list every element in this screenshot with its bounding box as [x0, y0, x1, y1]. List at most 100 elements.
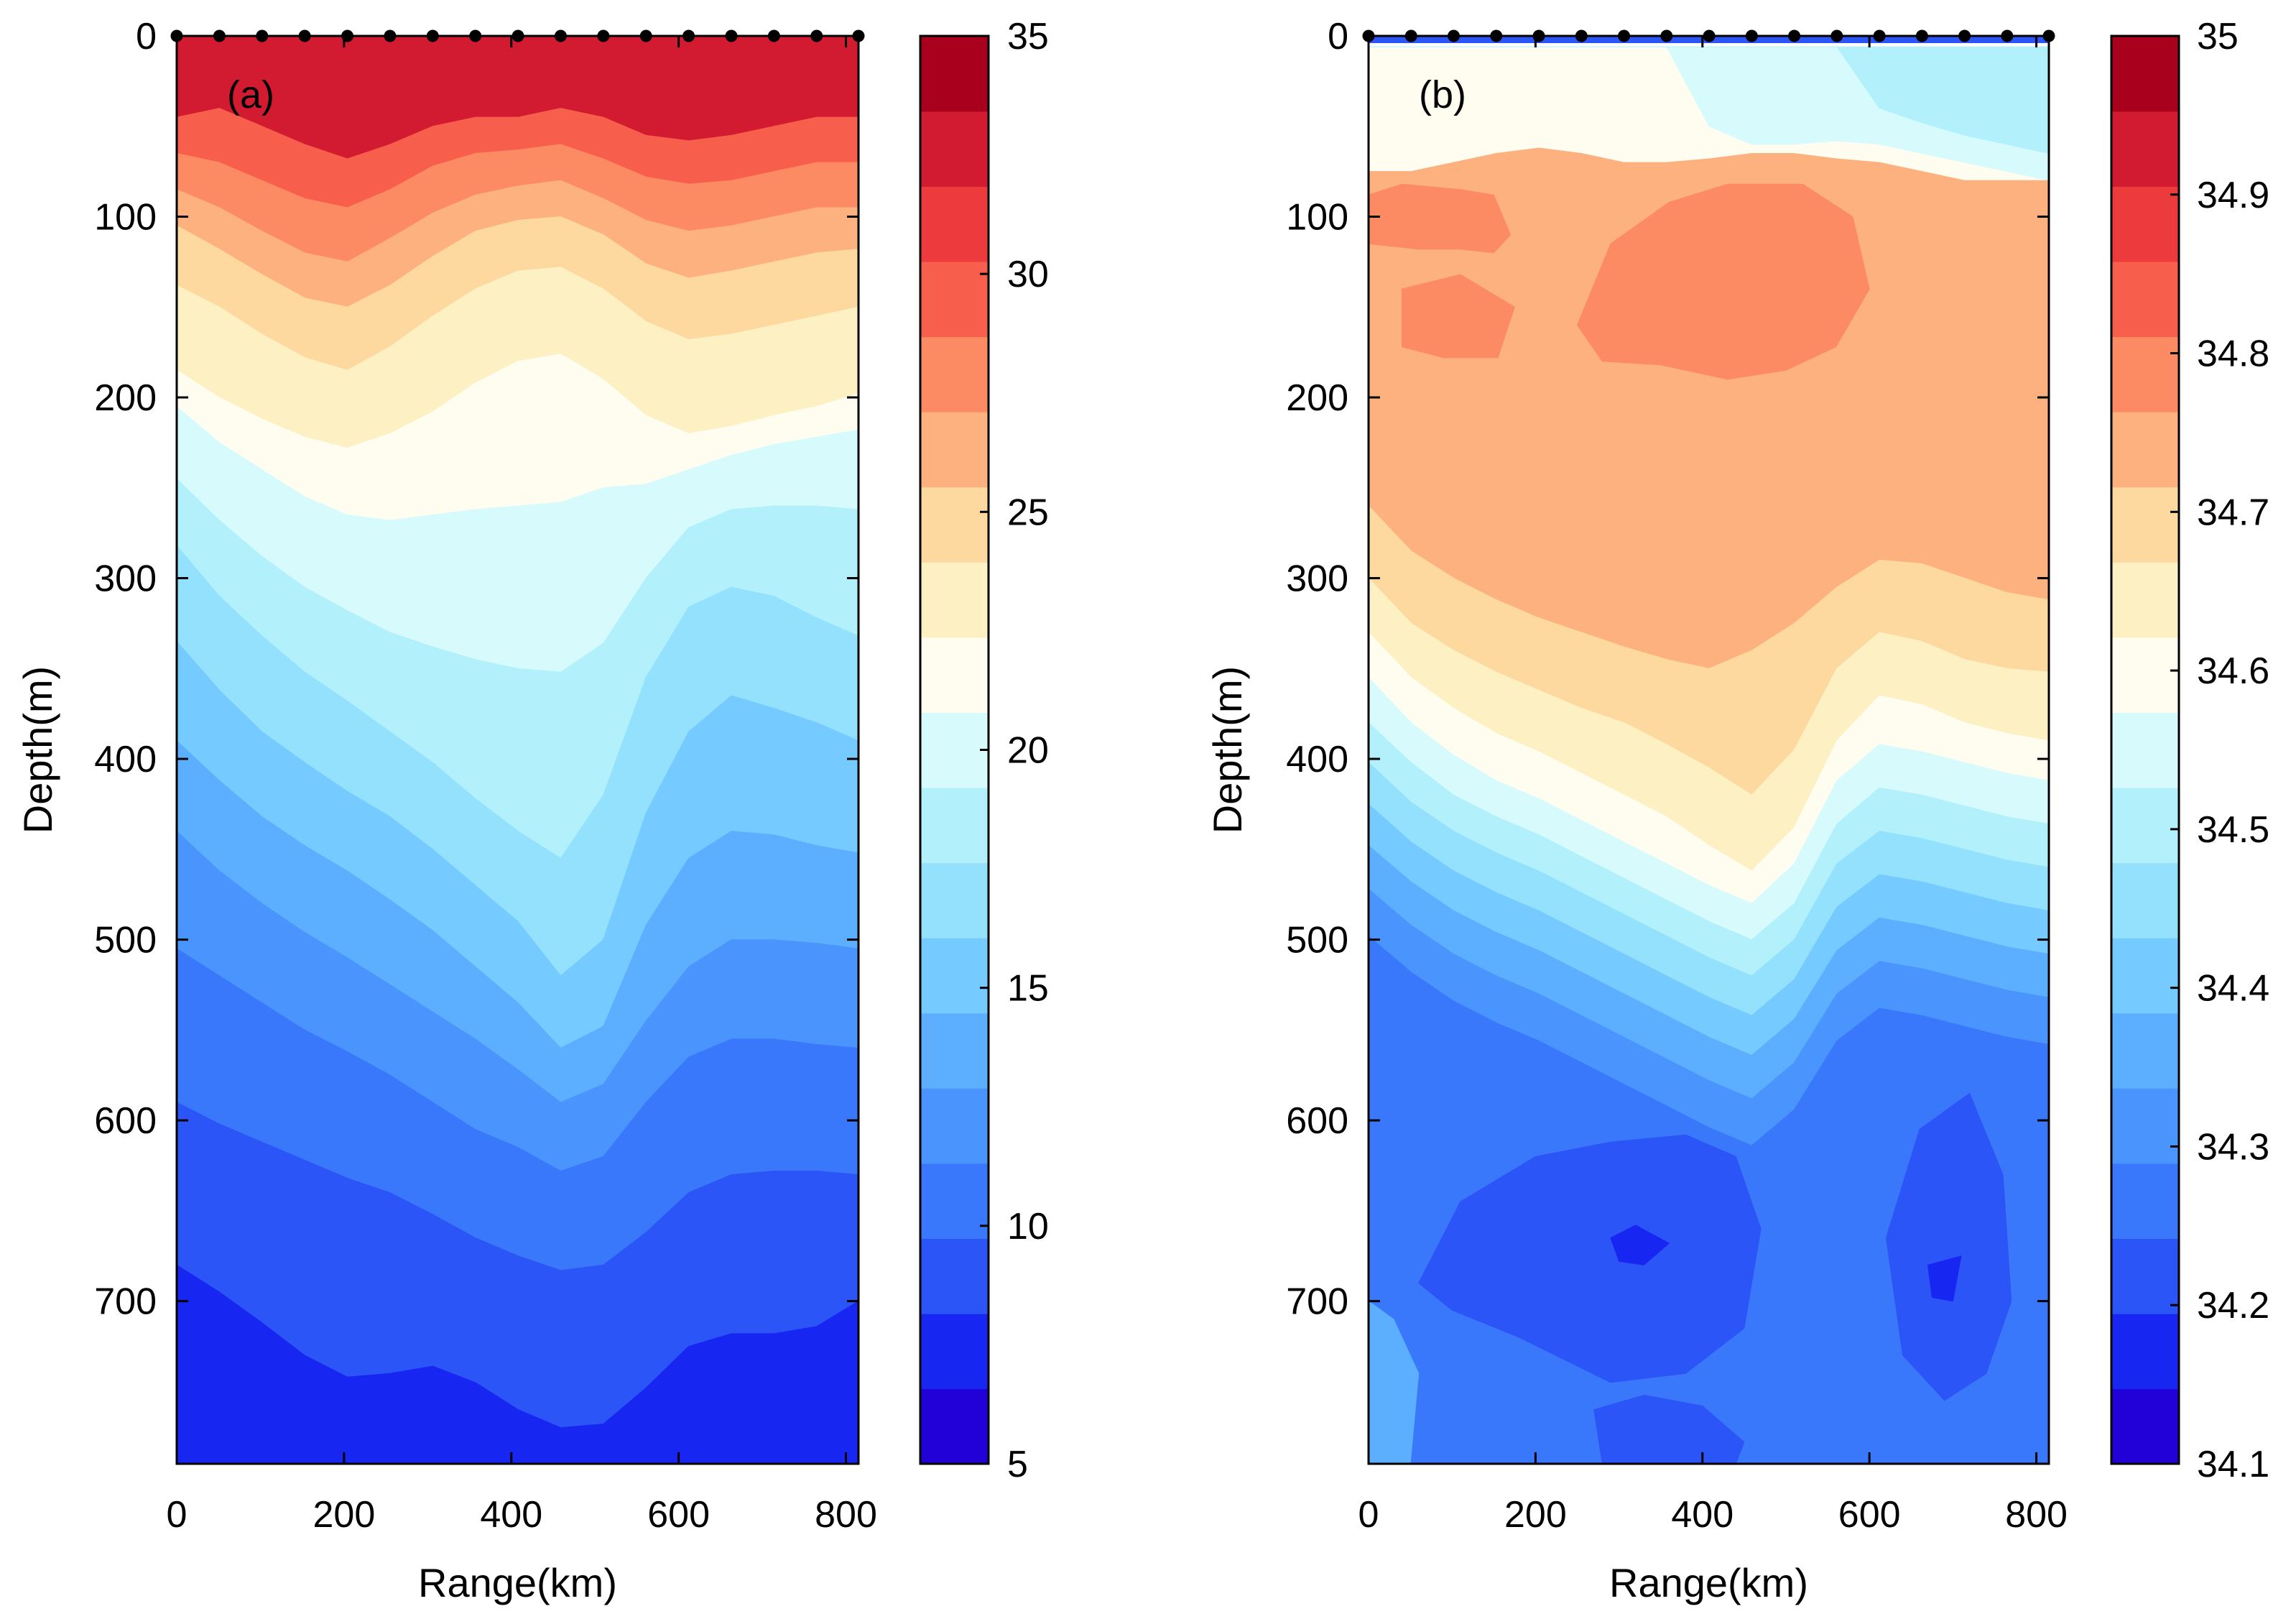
y-tick-label: 700 — [1286, 1281, 1348, 1323]
x-tick-label: 200 — [1504, 1494, 1567, 1536]
panel-label: (a) — [227, 73, 274, 116]
colorbar-tick-label: 34.6 — [2197, 650, 2269, 692]
station-marker — [1404, 29, 1417, 42]
colorbar-segment — [2111, 1238, 2179, 1314]
y-axis-label: Depth(m) — [15, 666, 60, 834]
contour-patch — [1418, 1134, 1762, 1383]
colorbar-tick-label: 35 — [1007, 16, 1049, 57]
station-marker — [1575, 29, 1588, 42]
colorbar-segment — [2111, 411, 2179, 488]
colorbar-segment — [920, 937, 989, 1014]
colorbar-segment — [920, 111, 989, 187]
colorbar-tick-label: 30 — [1007, 254, 1049, 295]
station-marker — [639, 29, 652, 42]
colorbar-segment — [2111, 36, 2179, 112]
station-marker — [554, 29, 567, 42]
contour-patch — [1369, 1301, 1420, 1464]
colorbar-segment — [920, 486, 989, 563]
x-tick-label: 800 — [2005, 1494, 2068, 1536]
colorbar-tick-label: 34.4 — [2197, 968, 2269, 1010]
colorbar-segment — [2111, 186, 2179, 262]
x-tick-label: 400 — [480, 1494, 542, 1536]
colorbar-tick-label: 5 — [1007, 1444, 1028, 1485]
contour-patch — [1369, 183, 1512, 254]
colorbar-tick-label: 15 — [1007, 968, 1049, 1010]
station-marker — [1915, 29, 1928, 42]
x-tick-label: 0 — [1358, 1494, 1379, 1536]
colorbar-segment — [920, 1388, 989, 1465]
colorbar-segment — [920, 1088, 989, 1164]
x-axis-label: Range(km) — [418, 1560, 617, 1605]
y-tick-label: 600 — [1286, 1100, 1348, 1142]
colorbar-segment — [920, 637, 989, 714]
station-marker — [1830, 29, 1843, 42]
station-marker — [469, 29, 482, 42]
contour-patch — [1885, 1092, 2012, 1401]
station-marker — [426, 29, 439, 42]
y-tick-label: 200 — [1286, 377, 1348, 419]
colorbar-tick-label: 35 — [2197, 16, 2239, 57]
colorbar-segment — [920, 186, 989, 262]
station-marker — [1788, 29, 1801, 42]
colorbar-segment — [920, 411, 989, 488]
colorbar: 5 10 15 20 25 30 35 — [919, 16, 1049, 1485]
colorbar-segment — [2111, 862, 2179, 938]
colorbar-segment — [920, 1163, 989, 1240]
colorbar-segment — [920, 562, 989, 638]
colorbar-segment — [920, 712, 989, 788]
station-marker — [256, 29, 269, 42]
panel-a-temperature-section: 0 100 200 300 400 500 600 700 0 200 400 600 800 Range… — [15, 16, 1049, 1605]
colorbar-segment — [2111, 1388, 2179, 1465]
contour-band — [1369, 46, 2049, 154]
x-tick-label: 400 — [1671, 1494, 1733, 1536]
colorbar-segment — [2111, 111, 2179, 187]
y-tick-label: 300 — [94, 558, 157, 600]
y-axis-label: Depth(m) — [1205, 666, 1250, 834]
colorbar-segment — [2111, 637, 2179, 714]
station-marker — [2001, 29, 2014, 42]
colorbar-segment — [920, 1013, 989, 1089]
colorbar-tick-label: 34.8 — [2197, 333, 2269, 375]
y-tick-label: 600 — [94, 1100, 157, 1142]
colorbar-segment — [2111, 562, 2179, 638]
colorbar-segment — [2111, 1088, 2179, 1164]
station-marker — [1958, 29, 1971, 42]
colorbar-segment — [920, 862, 989, 938]
colorbar-segment — [2111, 787, 2179, 864]
contour-patch — [1576, 183, 1870, 380]
station-marker — [1618, 29, 1631, 42]
x-tick-label: 200 — [313, 1494, 376, 1536]
y-tick-label: 0 — [136, 16, 157, 57]
colorbar-segment — [2111, 261, 2179, 338]
colorbar-segment — [2111, 486, 2179, 563]
station-marker — [298, 29, 311, 42]
colorbar-segment — [2111, 336, 2179, 412]
station-marker — [767, 29, 780, 42]
x-tick-label: 600 — [647, 1494, 710, 1536]
x-tick-label: 0 — [167, 1494, 188, 1536]
colorbar-segment — [2111, 712, 2179, 788]
colorbar-segment — [920, 1238, 989, 1314]
contour-patch — [1610, 1224, 1670, 1265]
station-marker — [1448, 29, 1461, 42]
station-marker — [810, 29, 823, 42]
contour-band — [177, 1264, 858, 1464]
colorbar-tick-label: 25 — [1007, 492, 1049, 533]
colorbar-tick-label: 34.5 — [2197, 809, 2269, 851]
colorbar-segment — [920, 787, 989, 864]
colorbar-segment — [2111, 1163, 2179, 1240]
colorbar-frame — [2110, 34, 2180, 1465]
colorbar-tick-label: 10 — [1007, 1206, 1049, 1247]
y-tick-label: 100 — [94, 197, 157, 239]
contour-fill-area — [1369, 36, 2049, 1464]
contour-fill-area — [177, 36, 858, 1464]
x-tick-label: 800 — [815, 1494, 877, 1536]
contour-patch — [1927, 1255, 1962, 1302]
x-tick-label: 600 — [1838, 1494, 1901, 1536]
station-marker — [384, 29, 397, 42]
colorbar-segment — [2111, 937, 2179, 1014]
station-marker — [725, 29, 738, 42]
colorbar-tick-label: 20 — [1007, 730, 1049, 772]
colorbar-tick-label: 34.1 — [2197, 1444, 2269, 1485]
